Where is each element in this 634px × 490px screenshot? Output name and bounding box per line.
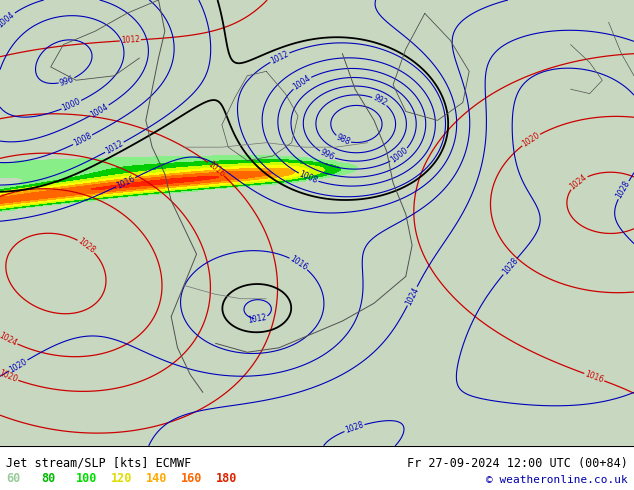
Text: 1024: 1024 bbox=[568, 172, 589, 192]
Text: 1016: 1016 bbox=[206, 159, 226, 178]
Text: 1016: 1016 bbox=[288, 254, 309, 272]
Text: 100: 100 bbox=[76, 472, 98, 485]
Text: 1020: 1020 bbox=[8, 357, 29, 374]
Text: 992: 992 bbox=[372, 93, 388, 108]
Text: 1012: 1012 bbox=[247, 313, 268, 325]
Text: 80: 80 bbox=[41, 472, 55, 485]
Text: 1024: 1024 bbox=[0, 331, 18, 348]
Text: 1000: 1000 bbox=[389, 146, 410, 165]
Text: 1004: 1004 bbox=[0, 10, 16, 29]
Text: 1008: 1008 bbox=[298, 170, 319, 186]
Text: 160: 160 bbox=[181, 472, 202, 485]
Text: 180: 180 bbox=[216, 472, 237, 485]
Text: 1012: 1012 bbox=[104, 139, 125, 156]
Text: Fr 27-09-2024 12:00 UTC (00+84): Fr 27-09-2024 12:00 UTC (00+84) bbox=[407, 457, 628, 470]
Text: 140: 140 bbox=[146, 472, 167, 485]
Text: 988: 988 bbox=[335, 133, 352, 147]
Text: 996: 996 bbox=[319, 148, 336, 162]
Text: 1024: 1024 bbox=[404, 286, 421, 307]
Text: 1020: 1020 bbox=[0, 369, 19, 384]
Text: 1004: 1004 bbox=[292, 74, 313, 92]
Text: 1016: 1016 bbox=[115, 174, 136, 191]
Text: 1012: 1012 bbox=[269, 49, 290, 66]
Text: 1028: 1028 bbox=[500, 256, 520, 277]
Text: 1016: 1016 bbox=[584, 369, 605, 385]
Text: 1008: 1008 bbox=[72, 131, 93, 148]
Text: 1012: 1012 bbox=[120, 35, 140, 46]
Text: 1028: 1028 bbox=[344, 420, 365, 435]
Text: 1028: 1028 bbox=[614, 179, 632, 200]
Text: 120: 120 bbox=[111, 472, 133, 485]
Text: 1028: 1028 bbox=[76, 237, 97, 255]
Text: 60: 60 bbox=[6, 472, 20, 485]
Text: Jet stream/SLP [kts] ECMWF: Jet stream/SLP [kts] ECMWF bbox=[6, 457, 191, 470]
Text: 1000: 1000 bbox=[61, 97, 82, 113]
Text: 996: 996 bbox=[58, 74, 75, 88]
Text: 1004: 1004 bbox=[89, 102, 110, 120]
Text: 1020: 1020 bbox=[521, 131, 541, 148]
Text: © weatheronline.co.uk: © weatheronline.co.uk bbox=[486, 475, 628, 485]
